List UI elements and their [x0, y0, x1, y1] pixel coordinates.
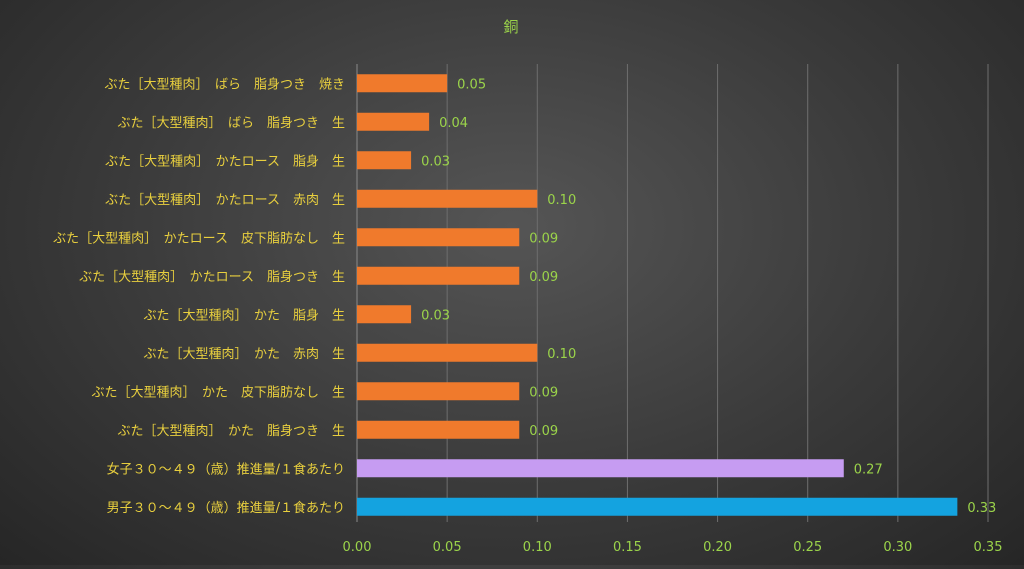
x-tick-label: 0.05	[433, 540, 462, 555]
bar	[357, 151, 412, 170]
x-tick-label: 0.25	[793, 540, 822, 555]
bars	[357, 74, 958, 516]
category-label: ぶた［大型種肉］ かた 赤肉 生	[143, 346, 345, 362]
x-tick-label: 0.20	[703, 540, 732, 555]
bar	[357, 459, 844, 478]
category-label: ぶた［大型種肉］ かたロース 皮下脂肪なし 生	[53, 230, 345, 246]
category-label: ぶた［大型種肉］ かた 皮下脂肪なし 生	[91, 384, 345, 400]
value-label: 0.04	[439, 116, 468, 131]
category-label: ぶた［大型種肉］ かたロース 脂身 生	[105, 153, 345, 169]
chart-title: 銅	[503, 18, 518, 36]
bar	[357, 189, 538, 208]
bar	[357, 228, 520, 247]
x-tick-label: 0.35	[974, 540, 1003, 555]
bar	[357, 266, 520, 285]
labels: 0.00 0.05 0.10 0.15 0.20 0.25 0.30 0.35 ぶた［大型種肉］…	[53, 76, 1002, 555]
bar	[357, 497, 958, 516]
x-tick-label: 0.00	[343, 540, 372, 555]
value-label: 0.27	[854, 462, 883, 477]
value-label: 0.10	[547, 347, 576, 362]
category-label: ぶた［大型種肉］ かた 脂身つき 生	[117, 423, 345, 439]
category-label: ぶた［大型種肉］ ばら 脂身つき 焼き	[104, 76, 345, 92]
value-label: 0.33	[967, 501, 996, 516]
value-label: 0.10	[547, 193, 576, 208]
category-label: ぶた［大型種肉］ ばら 脂身つき 生	[117, 115, 345, 131]
value-label: 0.09	[529, 231, 558, 246]
bar	[357, 420, 520, 439]
value-label: 0.09	[529, 270, 558, 285]
value-label: 0.09	[529, 385, 558, 400]
category-label: ぶた［大型種肉］ かたロース 脂身つき 生	[79, 269, 345, 285]
value-label: 0.09	[529, 424, 558, 439]
category-label: ぶた［大型種肉］ かたロース 赤肉 生	[105, 192, 345, 208]
x-tick-label: 0.30	[883, 540, 912, 555]
bar	[357, 305, 412, 324]
value-label: 0.05	[457, 77, 486, 92]
bar	[357, 112, 430, 131]
grid-lines	[356, 64, 989, 522]
value-label: 0.03	[421, 154, 450, 169]
x-tick-label: 0.10	[523, 540, 552, 555]
bar	[357, 382, 520, 401]
value-label: 0.03	[421, 308, 450, 323]
category-label: ぶた［大型種肉］ かた 脂身 生	[143, 307, 345, 323]
x-tick-label: 0.15	[613, 540, 642, 555]
bar	[357, 343, 538, 362]
category-label: 男子３０～４９（歳）推進量/１食あたり	[107, 500, 345, 516]
bar	[357, 74, 448, 93]
category-label: 女子３０～４９（歳）推進量/１食あたり	[107, 461, 345, 477]
